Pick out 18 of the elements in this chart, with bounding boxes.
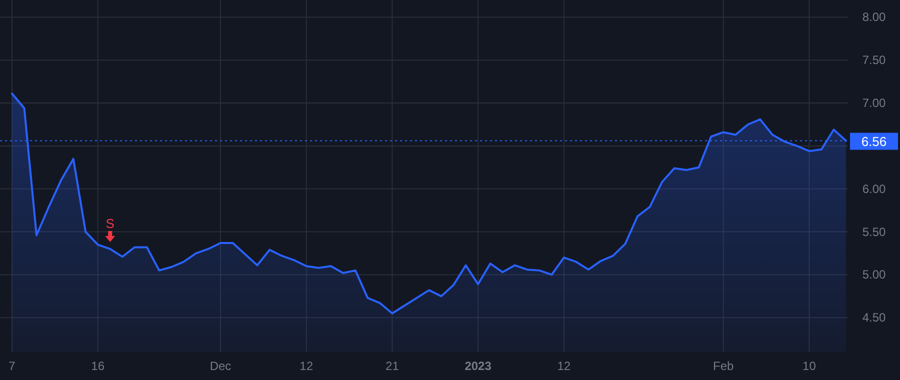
y-tick-label: 5.00 <box>862 268 886 282</box>
x-tick-label: 7 <box>8 359 16 373</box>
y-tick-label: 4.50 <box>862 310 886 325</box>
y-tick-label: 8.00 <box>862 10 886 24</box>
x-tick-label: 2023 <box>464 359 492 373</box>
y-tick-label: 6.00 <box>862 182 886 196</box>
y-tick-label: 5.50 <box>862 224 886 239</box>
y-tick-label: 7.00 <box>862 96 886 110</box>
x-tick-label: 21 <box>386 359 400 373</box>
x-tick-label: 16 <box>91 359 105 373</box>
y-tick-label: 7.50 <box>862 53 886 68</box>
x-tick-label: 12 <box>300 359 314 373</box>
x-tick-label: Feb <box>713 359 734 373</box>
annotation: S <box>106 216 115 231</box>
x-tick-label: 10 <box>802 359 816 373</box>
ref-line-label: 6.56 <box>861 134 887 149</box>
x-tick-label: 12 <box>557 359 571 373</box>
x-tick-label: Dec <box>210 359 232 373</box>
